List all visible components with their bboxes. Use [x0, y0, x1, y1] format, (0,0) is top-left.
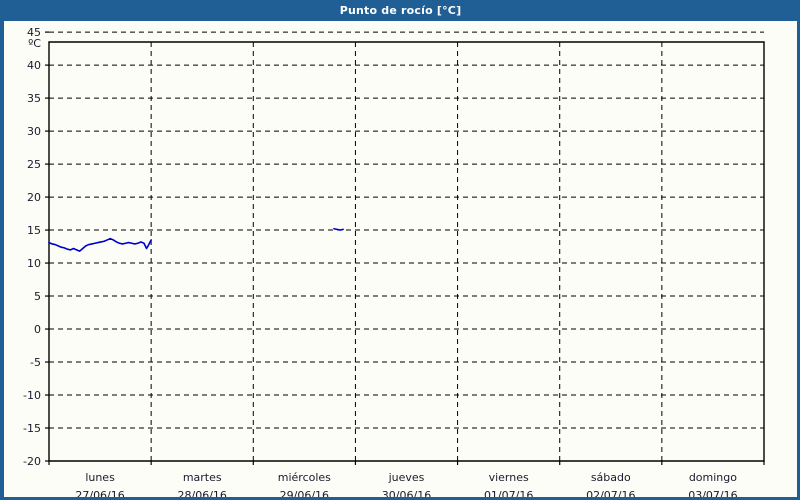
vertical-gridlines: [150, 42, 663, 461]
window-title-bar: Punto de rocío [°C]: [4, 0, 797, 21]
y-tick-label: -5: [30, 356, 41, 369]
x-tick-date-label: 29/06/16: [280, 489, 329, 497]
y-tick-label: -20: [23, 455, 41, 468]
y-axis-unit-label: ºC: [28, 37, 41, 50]
x-tick-date-label: 27/06/16: [75, 489, 124, 497]
y-axis-ticks: 45 40 35 30 25 20 15 10 5 0 -5 -10 -15 -20: [23, 26, 49, 468]
x-tick-day-label: martes: [183, 471, 222, 484]
page-title: Punto de rocío [°C]: [339, 4, 462, 17]
x-tick-day-label: viernes: [489, 471, 529, 484]
y-tick-label: 45: [27, 26, 41, 39]
x-tick-date-label: 30/06/16: [382, 489, 431, 497]
x-tick-date-label: 28/06/16: [178, 489, 227, 497]
y-tick-label: 5: [34, 290, 41, 303]
y-tick-label: 35: [27, 92, 41, 105]
y-tick-label: 40: [27, 59, 41, 72]
dew-point-line-chart: 45 40 35 30 25 20 15 10 5 0 -5 -10 -15 -20 ºC lunes 27…: [23, 26, 765, 497]
y-tick-label: -10: [23, 389, 41, 402]
chart-plot-area: 45 40 35 30 25 20 15 10 5 0 -5 -10 -15 -20 ºC lunes 27…: [4, 21, 800, 497]
y-tick-label: -15: [23, 422, 41, 435]
axis-frame: [48, 41, 765, 462]
data-series-group: [48, 227, 344, 252]
y-tick-label: 0: [34, 323, 41, 336]
x-tick-date-label: 03/07/16: [688, 489, 737, 497]
x-tick-day-label: jueves: [388, 471, 425, 484]
y-tick-label: 30: [27, 125, 41, 138]
x-axis-labels: lunes 27/06/16 martes 28/06/16 miércoles 29/0…: [75, 471, 737, 497]
y-tick-label: 20: [27, 191, 41, 204]
x-tick-day-label: sábado: [591, 471, 631, 484]
y-tick-label: 15: [27, 224, 41, 237]
y-tick-label: 10: [27, 257, 41, 270]
horizontal-gridlines: [49, 31, 764, 429]
data-series-line: [48, 237, 152, 252]
y-tick-label: 25: [27, 158, 41, 171]
x-tick-date-label: 02/07/16: [586, 489, 635, 497]
x-tick-day-label: miércoles: [278, 471, 331, 484]
x-tick-day-label: lunes: [85, 471, 115, 484]
data-series-line: [333, 227, 344, 231]
x-tick-day-label: domingo: [689, 471, 737, 484]
x-tick-date-label: 01/07/16: [484, 489, 533, 497]
